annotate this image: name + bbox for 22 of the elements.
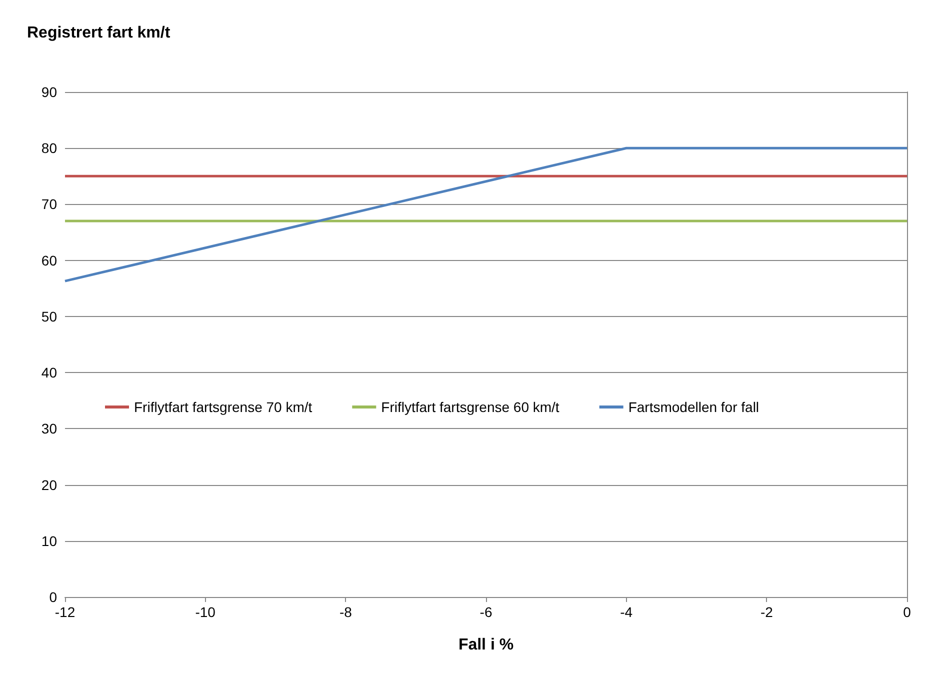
x-tick-label: -4 xyxy=(620,604,633,620)
y-tick-label: 80 xyxy=(41,140,58,156)
legend-label: Friflytfart fartsgrense 60 km/t xyxy=(381,399,560,415)
y-tick-label: 70 xyxy=(41,196,58,212)
x-tick-label: -12 xyxy=(54,604,76,620)
x-tick-label: -6 xyxy=(480,604,492,620)
legend-label: Friflytfart fartsgrense 70 km/t xyxy=(134,399,312,415)
x-tick-label: -2 xyxy=(760,604,774,620)
y-tick-label: 20 xyxy=(41,476,58,493)
x-tick-label: -10 xyxy=(195,604,216,620)
y-tick-label: 40 xyxy=(41,364,58,381)
legend-label: Fartsmodellen for fall xyxy=(628,399,760,415)
y-tick-label: 0 xyxy=(49,589,58,605)
y-tick-label: 50 xyxy=(41,308,58,324)
y-tick-label: 30 xyxy=(41,420,58,437)
x-axis-title: Fall i % xyxy=(458,636,514,654)
y-tick-label: 10 xyxy=(41,532,58,549)
y-tick-label: 90 xyxy=(41,84,58,100)
chart-title: Registrert fart km/t xyxy=(27,24,171,42)
x-tick-label: -8 xyxy=(339,604,352,620)
y-tick-label: 60 xyxy=(41,252,58,268)
x-tick-label: 0 xyxy=(903,604,912,620)
